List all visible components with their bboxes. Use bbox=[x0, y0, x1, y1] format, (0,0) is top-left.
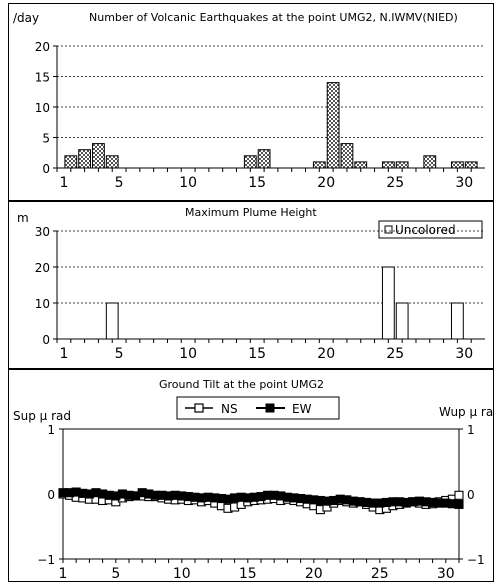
tilt-right-unit: Wup μ rad bbox=[439, 405, 493, 419]
plume-bar bbox=[450, 302, 464, 340]
earthquake-bar bbox=[326, 82, 340, 169]
tilt-right-tick-label: −1 bbox=[467, 553, 485, 567]
plume-y-tick-label: 0 bbox=[42, 333, 50, 347]
tilt-point-ns bbox=[454, 490, 464, 500]
plume-y-tick-label: 10 bbox=[35, 297, 50, 311]
earthquake-bar bbox=[312, 161, 326, 169]
earthquake-grid bbox=[57, 45, 485, 138]
plume-x-tick-label: 5 bbox=[115, 346, 124, 362]
earthquake-x-tick-label: 10 bbox=[179, 175, 197, 191]
earthquake-bar bbox=[92, 143, 105, 169]
earthquake-y-tick-label: 10 bbox=[35, 101, 50, 115]
earthquake-x-tick-label: 5 bbox=[115, 175, 124, 191]
earthquake-y-tick-label: 20 bbox=[35, 40, 50, 54]
legend-label-uncolored: Uncolored bbox=[395, 223, 456, 237]
legend-swatch-uncolored bbox=[384, 225, 393, 234]
tilt-left-tick-label: 0 bbox=[47, 488, 55, 502]
earthquake-bar bbox=[78, 149, 92, 169]
earthquake-bar bbox=[450, 161, 464, 169]
plume-chart-title: Maximum Plume Height bbox=[185, 206, 317, 219]
tilt-left-tick-label: 1 bbox=[47, 423, 55, 437]
legend-marker-ew bbox=[265, 403, 275, 413]
tilt-right-tick-label: 1 bbox=[467, 423, 475, 437]
tilt-legend: NS EW bbox=[176, 396, 340, 420]
plume-x-tick-label: 15 bbox=[248, 346, 266, 362]
plume-bar bbox=[381, 266, 395, 340]
earthquake-x-tick-label: 20 bbox=[317, 175, 335, 191]
plume-x-tick-label: 25 bbox=[386, 346, 404, 362]
earthquake-y-tick-label: 15 bbox=[35, 71, 50, 85]
tilt-chart-title: Ground Tilt at the point UMG2 bbox=[159, 378, 324, 391]
earthquake-bar bbox=[381, 161, 395, 169]
tilt-chart-svg: Ground Tilt at the point UMG2 Sup μ rad … bbox=[13, 378, 493, 581]
earthquake-bar bbox=[64, 155, 78, 169]
earthquake-bar bbox=[395, 161, 409, 169]
legend-label-ns: NS bbox=[221, 402, 238, 416]
earthquake-bar bbox=[340, 143, 354, 169]
plume-chart-svg: m Maximum Plume Height Uncolored 0 10 20 30… bbox=[17, 206, 485, 362]
plume-legend: Uncolored bbox=[378, 220, 483, 239]
tilt-right-tick-label: 0 bbox=[467, 488, 475, 502]
tilt-point-ew bbox=[454, 499, 464, 509]
plume-x-tick-label: 30 bbox=[455, 346, 473, 362]
plume-y-unit: m bbox=[17, 211, 29, 225]
plume-x-tick-label: 1 bbox=[59, 346, 68, 362]
plume-x-tick-label: 20 bbox=[317, 346, 335, 362]
earthquake-chart-panel: /day Number of Volcanic Earthquakes at t… bbox=[8, 3, 494, 201]
tilt-x-tick-label: 30 bbox=[437, 566, 455, 581]
legend-label-ew: EW bbox=[292, 402, 312, 416]
earthquake-bar bbox=[354, 161, 368, 169]
tilt-x-tick-label: 15 bbox=[239, 566, 257, 581]
plume-chart-panel: m Maximum Plume Height Uncolored 0 10 20 30… bbox=[8, 201, 494, 369]
tilt-chart-panel: Ground Tilt at the point UMG2 Sup μ rad … bbox=[8, 369, 494, 582]
plume-bar bbox=[105, 302, 119, 340]
plume-bar bbox=[395, 302, 409, 340]
earthquake-y-tick-label: 0 bbox=[42, 162, 50, 176]
earthquake-bar bbox=[243, 155, 257, 169]
earthquake-x-tick-label: 25 bbox=[386, 175, 404, 191]
earthquake-bar bbox=[423, 155, 437, 169]
tilt-x-tick-label: 5 bbox=[111, 566, 120, 581]
plume-y-tick-label: 30 bbox=[35, 225, 50, 239]
tilt-x-tick-label: 20 bbox=[305, 566, 323, 581]
plume-grid bbox=[57, 230, 485, 304]
earthquake-bar bbox=[464, 161, 478, 169]
earthquake-y-unit: /day bbox=[13, 11, 39, 25]
earthquake-y-tick-label: 5 bbox=[42, 132, 50, 146]
earthquake-chart-title: Number of Volcanic Earthquakes at the po… bbox=[89, 11, 458, 24]
tilt-x-tick-label: 25 bbox=[371, 566, 389, 581]
earthquake-chart-svg: /day Number of Volcanic Earthquakes at t… bbox=[13, 11, 485, 191]
tilt-left-tick-label: −1 bbox=[37, 553, 55, 567]
earthquake-x-tick-label: 1 bbox=[59, 175, 68, 191]
earthquake-bar bbox=[257, 149, 271, 169]
legend-marker-ns bbox=[194, 403, 204, 413]
tilt-left-unit: Sup μ rad bbox=[13, 409, 71, 423]
earthquake-x-tick-label: 30 bbox=[455, 175, 473, 191]
plume-x-tick-label: 10 bbox=[179, 346, 197, 362]
tilt-x-tick-label: 10 bbox=[173, 566, 191, 581]
earthquake-x-tick-label: 15 bbox=[248, 175, 266, 191]
tilt-x-tick-label: 1 bbox=[59, 566, 68, 581]
plume-y-tick-label: 20 bbox=[35, 261, 50, 275]
earthquake-bar bbox=[105, 155, 119, 169]
